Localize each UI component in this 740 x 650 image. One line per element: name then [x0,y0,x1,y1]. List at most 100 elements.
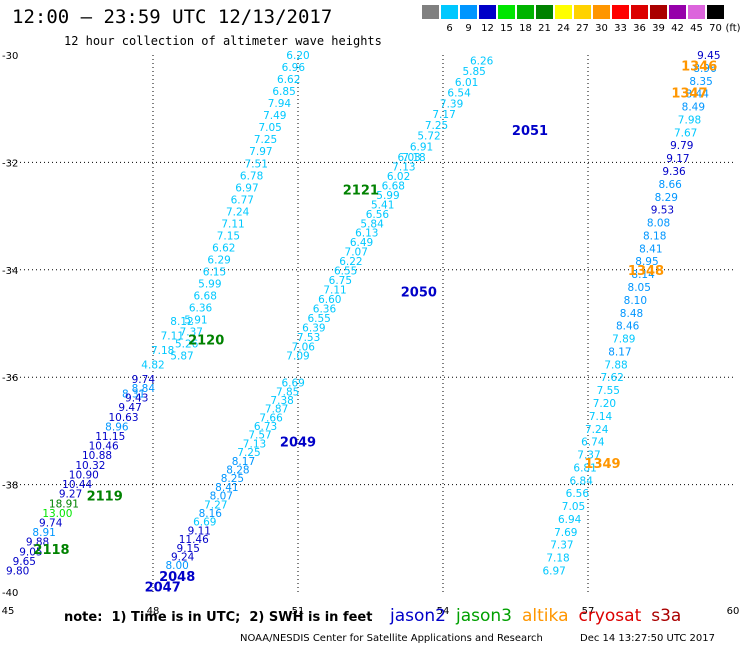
wave-height-value: 8.84 [132,383,156,395]
wave-height-value: 13.00 [42,508,72,520]
wave-height-value: 9.05 [19,546,42,558]
wave-height-value: 9.27 [59,489,82,501]
wave-height-value: 5.84 [360,218,384,230]
wave-height-value: 8.96 [105,421,129,433]
wave-height-value: 7.67 [674,127,697,139]
wave-height-value: 6.49 [350,237,373,249]
pass-number-label: 2047 [145,581,181,596]
wave-height-value: 6.03 [397,152,420,164]
pass-number-label: 2049 [280,436,316,451]
wave-height-value: 10.46 [89,441,119,453]
wave-height-value: 7.66 [259,412,283,424]
wave-height-value: 9.17 [666,153,689,165]
wave-height-value: 7.69 [554,527,577,539]
scale-swatch [688,5,705,19]
wave-height-value: 7.18 [402,152,425,164]
scale-label: 6 [446,23,453,34]
wave-height-value: 6.39 [302,322,325,334]
wave-height-value: 7.62 [600,372,623,384]
wave-height-value: 8.18 [643,230,666,242]
scale-swatch [650,5,667,19]
wave-height-value: 6.60 [318,294,341,306]
wave-height-value: 6.84 [570,475,594,487]
scale-label: 21 [538,23,551,34]
wave-height-value: 7.51 [245,158,268,170]
wave-height-value: 8.12 [170,316,193,328]
wave-height-value: 9.53 [651,205,674,217]
wave-height-value: 8.41 [215,482,238,494]
lon-tick-label: 51 [292,606,305,617]
wave-height-value: 7.24 [226,206,250,218]
wave-height-value: 7.18 [151,345,174,357]
lat-tick-label: -36 [2,373,18,384]
wave-height-value: 8.96 [693,63,717,75]
wave-height-value: 6.73 [254,421,277,433]
lat-tick-label: -34 [2,266,18,277]
wave-height-value: 7.88 [604,359,627,371]
wave-height-value: 8.16 [199,508,223,520]
legend-jason2: jason2 [390,606,446,626]
wave-height-value: 9.43 [125,393,148,405]
wave-height-value: 6.91 [410,141,433,153]
wave-height-value: 7.15 [217,230,240,242]
wave-height-value: 8.05 [628,282,651,294]
wave-height-value: 6.36 [313,303,337,315]
wave-height-value: 10.44 [62,479,92,491]
scale-swatch [536,5,553,19]
scale-swatch [669,5,686,19]
wave-height-value: 8.08 [647,218,670,230]
scale-label: 42 [671,23,684,34]
lat-tick-label: -38 [2,481,18,492]
wave-height-value: 9.79 [670,140,693,152]
wave-height-value: 7.37 [180,327,203,339]
wave-height-value: 6.01 [455,77,478,89]
scale-label: 39 [652,23,665,34]
wave-height-value: 8.17 [608,346,631,358]
lon-tick-label: 57 [582,606,595,617]
wave-height-value: 7.57 [248,430,271,442]
lat-tick-label: -32 [2,158,18,169]
pass-number-label: 2120 [188,334,224,349]
wave-height-value: 10.63 [108,412,138,424]
wave-height-value: 7.05 [562,501,585,513]
pass-number-label: 2118 [33,543,69,558]
wave-height-value: 10.32 [75,460,105,472]
wave-height-value: 7.27 [204,499,227,511]
pass-number-label: 1348 [628,264,664,279]
wave-height-value: 11.15 [95,431,125,443]
wave-height-value: 9.80 [6,566,29,578]
wave-height-value: 8.10 [624,295,647,307]
wave-height-value: 7.25 [254,134,277,146]
axis-labels: 45 48 51 54 57 60 -30 -32 -34 -36 -38 -40 [2,51,740,617]
wave-height-value: 7.11 [221,218,244,230]
scale-unit: (ft) [725,23,740,34]
wave-height-value: 8.14 [631,269,655,281]
wave-height-value: 7.37 [577,450,600,462]
wave-height-value: 7.94 [268,98,292,110]
wave-height-value: 6.55 [334,266,357,278]
wave-height-value: 11.46 [179,534,209,546]
lat-tick-label: -40 [2,588,18,599]
wave-height-value: 6.69 [281,378,304,390]
scale-label: 24 [557,23,570,34]
lon-tick-label: 45 [2,606,15,617]
wave-height-value: 8.25 [221,473,244,485]
scale-label: 45 [690,23,703,34]
wave-height-value: 9.74 [39,517,63,529]
wave-height-value: 7.55 [597,385,620,397]
pass-number-label: 2050 [401,285,437,300]
wave-height-value: 7.17 [432,109,455,121]
wave-height-value: 7.11 [323,284,346,296]
wave-height-value: 7.24 [585,424,609,436]
wave-height-value: 7.14 [589,411,613,423]
scale-swatch [707,5,724,19]
pass-number-label: 2051 [512,124,548,139]
wave-height-value: 7.09 [286,351,309,363]
wave-height-value: 7.11 [161,330,184,342]
wave-height-value: 8.46 [616,321,640,333]
wave-height-value: 6.36 [189,303,213,315]
wave-height-value: 10.90 [69,469,99,481]
wave-height-value: 6.29 [207,254,230,266]
wave-height-value: 8.41 [639,243,662,255]
